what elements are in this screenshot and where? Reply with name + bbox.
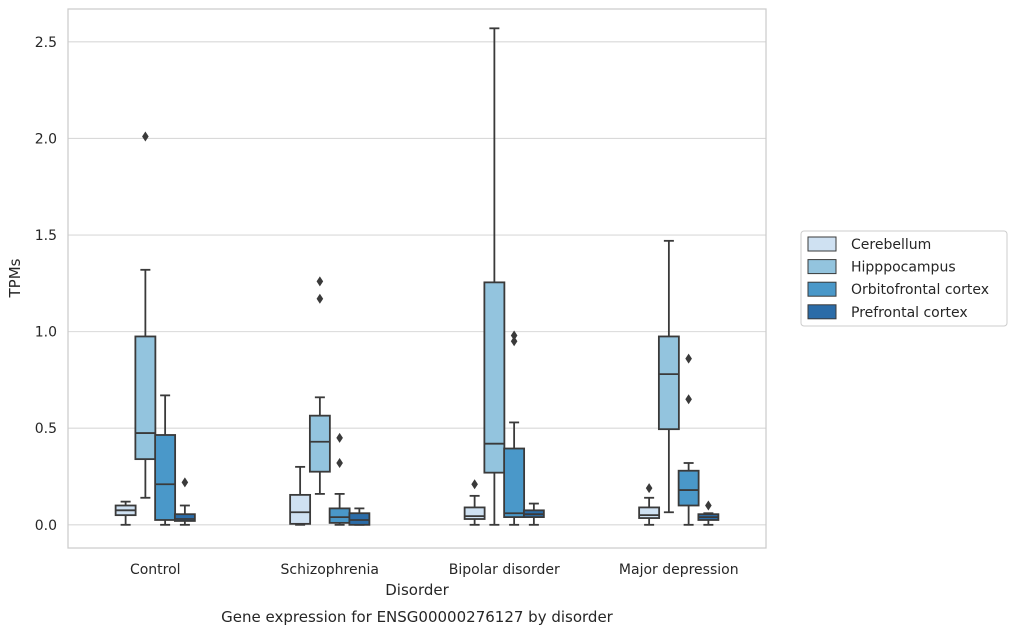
box-group: [154, 394, 177, 526]
outlier-point: [336, 432, 343, 443]
box-group: [638, 483, 661, 526]
legend-label: Hipppocampus: [851, 260, 956, 276]
x-tick-label: Control: [130, 562, 181, 578]
boxes: [114, 27, 720, 526]
box: [134, 335, 157, 461]
box: [308, 414, 331, 473]
outlier-point: [142, 131, 149, 142]
legend-label: Prefrontal cortex: [851, 305, 968, 321]
legend-label: Orbitofrontal cortex: [851, 282, 989, 298]
box-group: [522, 502, 545, 526]
legend-swatch: [807, 281, 837, 297]
outlier-point: [181, 477, 189, 488]
y-tick-label: 2.5: [35, 35, 57, 51]
box: [657, 335, 680, 431]
box: [154, 434, 177, 521]
box: [677, 469, 700, 507]
y-tick-label: 0.5: [35, 421, 57, 437]
box-group: [348, 507, 371, 526]
legend-item: Hipppocampus: [807, 259, 956, 276]
outlier-point: [510, 330, 518, 341]
box: [463, 506, 486, 520]
box: [173, 513, 196, 522]
outlier-point: [316, 293, 324, 304]
box: [483, 281, 506, 474]
box-group: [483, 27, 506, 526]
box: [348, 512, 371, 526]
outlier-point: [685, 353, 692, 364]
plot-frame: [67, 8, 767, 549]
outlier-point: [685, 394, 692, 405]
box-group: [308, 276, 331, 495]
box: [328, 507, 351, 524]
legend-item: Cerebellum: [807, 236, 931, 253]
box-group: [173, 477, 196, 526]
outlier-point: [705, 500, 712, 511]
x-tick-label: Major depression: [619, 562, 739, 578]
box-group: [114, 500, 137, 526]
legend-item: Prefrontal cortex: [807, 304, 968, 321]
box-group: [503, 330, 526, 526]
x-axis-label: Disorder: [385, 581, 449, 599]
outlier-point: [645, 483, 653, 494]
box-group: [677, 353, 700, 526]
x-axis-ticks: Control Schizophrenia Bipolar disorder Majo…: [130, 562, 739, 578]
box: [503, 447, 526, 518]
legend: Cerebellum Hipppocampus Orbitofrontal cort…: [800, 230, 1008, 327]
x-tick-label: Bipolar disorder: [449, 562, 560, 578]
legend-label: Cerebellum: [851, 237, 931, 253]
outlier-point: [471, 479, 478, 490]
y-axis-ticks: 0.0 0.5 1.0 1.5 2.0 2.5: [35, 35, 57, 534]
outlier-point: [316, 276, 324, 287]
y-tick-label: 0.0: [35, 518, 57, 534]
box-group: [134, 131, 157, 499]
chart-caption: Gene expression for ENSG00000276127 by d…: [221, 608, 614, 626]
box-group: [697, 500, 720, 526]
legend-swatch: [807, 304, 837, 320]
y-tick-label: 2.0: [35, 131, 57, 147]
box: [289, 493, 312, 525]
legend-frame: [800, 230, 1008, 327]
y-tick-label: 1.5: [35, 228, 57, 244]
y-tick-label: 1.0: [35, 325, 57, 341]
legend-swatch: [807, 259, 837, 275]
outlier-point: [336, 457, 343, 468]
y-axis-label: TPMs: [6, 258, 24, 298]
outlier-point: [510, 336, 518, 347]
legend-swatch: [807, 236, 837, 252]
box-group: [289, 465, 312, 526]
box-group: [463, 479, 486, 526]
legend-item: Orbitofrontal cortex: [807, 281, 989, 298]
box-group: [657, 239, 680, 514]
x-tick-label: Schizophrenia: [281, 562, 379, 578]
box-group: [328, 432, 351, 526]
box: [638, 506, 661, 519]
